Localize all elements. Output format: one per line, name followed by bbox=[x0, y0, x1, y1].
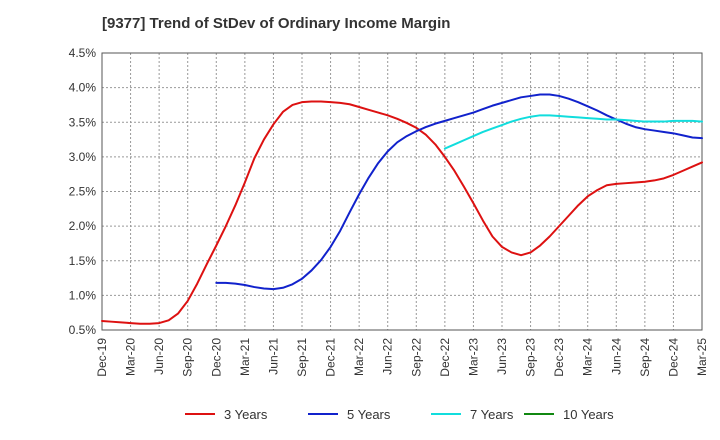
x-tick-label: Dec-20 bbox=[209, 338, 223, 377]
x-tick-label: Mar-22 bbox=[352, 338, 366, 376]
x-tick-label: Dec-19 bbox=[95, 338, 109, 377]
x-tick-label: Sep-20 bbox=[181, 338, 195, 377]
y-tick-label: 2.0% bbox=[69, 219, 97, 233]
x-tick-label: Jun-23 bbox=[495, 338, 509, 375]
series-line-7-years bbox=[443, 114, 703, 150]
series-lines bbox=[101, 93, 703, 325]
x-tick-label: Dec-24 bbox=[666, 338, 680, 377]
plot-border bbox=[101, 52, 703, 331]
x-tick-label: Dec-23 bbox=[552, 338, 566, 377]
series-line-5-years bbox=[215, 93, 703, 291]
x-tick-label: Jun-20 bbox=[152, 338, 166, 375]
legend-label: 10 Years bbox=[563, 407, 614, 422]
y-tick-label: 3.0% bbox=[69, 150, 97, 164]
legend-label: 3 Years bbox=[224, 407, 268, 422]
x-tick-label: Mar-21 bbox=[238, 338, 252, 376]
x-tick-label: Mar-24 bbox=[581, 338, 595, 376]
x-tick-label: Jun-24 bbox=[609, 338, 623, 375]
x-tick-label: Mar-25 bbox=[695, 338, 709, 376]
legend-label: 5 Years bbox=[347, 407, 391, 422]
legend: 3 Years 5 Years 7 Years 10 Years bbox=[185, 407, 614, 422]
y-tick-label: 4.5% bbox=[69, 46, 97, 60]
series-line-3-years bbox=[101, 100, 703, 325]
y-tick-label: 3.5% bbox=[69, 115, 97, 129]
x-tick-label: Sep-24 bbox=[638, 338, 652, 377]
x-tick-label: Jun-22 bbox=[381, 338, 395, 375]
x-tick-label: Mar-23 bbox=[466, 338, 480, 376]
x-tick-label: Dec-21 bbox=[324, 338, 338, 377]
y-tick-label: 0.5% bbox=[69, 323, 97, 337]
legend-label: 7 Years bbox=[470, 407, 514, 422]
grid bbox=[101, 52, 703, 331]
y-tick-label: 4.0% bbox=[69, 81, 97, 95]
axes: Dec-19 Mar-20 Jun-20 Sep-20 Dec-20 Mar-21 Jun-… bbox=[69, 46, 709, 377]
y-tick-label: 2.5% bbox=[69, 185, 97, 199]
x-tick-label: Sep-22 bbox=[409, 338, 423, 377]
x-tick-label: Sep-21 bbox=[295, 338, 309, 377]
x-tick-label: Jun-21 bbox=[266, 338, 280, 375]
chart-title: [9377] Trend of StDev of Ordinary Income… bbox=[102, 15, 450, 32]
y-tick-label: 1.5% bbox=[69, 254, 97, 268]
y-tick-label: 1.0% bbox=[69, 288, 97, 302]
x-tick-label: Sep-23 bbox=[524, 338, 538, 377]
x-tick-label: Dec-22 bbox=[438, 338, 452, 377]
x-tick-label: Mar-20 bbox=[124, 338, 138, 376]
